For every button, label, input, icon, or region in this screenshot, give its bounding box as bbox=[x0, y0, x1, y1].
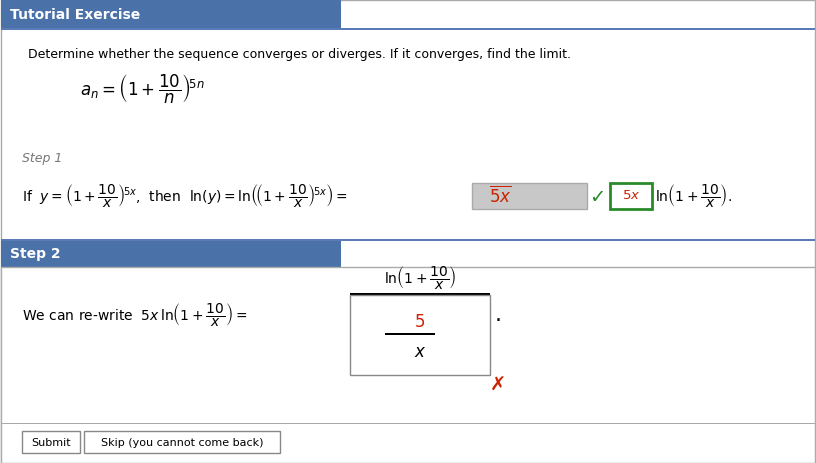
Bar bbox=[472, 184, 587, 210]
Text: We can re-write  $5x\,\ln\!\left(1 + \dfrac{10}{x}\right) = $: We can re-write $5x\,\ln\!\left(1 + \dfr… bbox=[22, 301, 247, 328]
Text: $x$: $x$ bbox=[414, 342, 426, 360]
Bar bbox=[350, 294, 490, 295]
Bar bbox=[1, 239, 341, 268]
Bar bbox=[350, 295, 490, 375]
Text: Determine whether the sequence converges or diverges. If it converges, find the : Determine whether the sequence converges… bbox=[28, 48, 571, 61]
Bar bbox=[1, 423, 815, 424]
Text: .: . bbox=[494, 304, 502, 324]
Text: Tutorial Exercise: Tutorial Exercise bbox=[10, 8, 140, 22]
Bar bbox=[84, 431, 280, 453]
Text: ✓: ✓ bbox=[589, 188, 605, 207]
Text: $\overline{5x}$: $\overline{5x}$ bbox=[489, 185, 512, 206]
Text: $a_n = \left(1 + \dfrac{10}{n}\right)^{\!5n}$: $a_n = \left(1 + \dfrac{10}{n}\right)^{\… bbox=[80, 72, 205, 105]
Text: $5x$: $5x$ bbox=[622, 189, 641, 202]
Text: Step 1: Step 1 bbox=[22, 152, 62, 165]
Text: $\ln\!\left(1 + \dfrac{10}{x}\right).$: $\ln\!\left(1 + \dfrac{10}{x}\right).$ bbox=[655, 182, 732, 209]
Text: Submit: Submit bbox=[31, 437, 71, 447]
Bar bbox=[1, 268, 815, 463]
Text: Step 2: Step 2 bbox=[10, 246, 60, 260]
Text: Skip (you cannot come back): Skip (you cannot come back) bbox=[100, 437, 264, 447]
Text: ✗: ✗ bbox=[490, 375, 506, 394]
Text: If  $y = \left(1 + \dfrac{10}{x}\right)^{\!5x}$,  then  $\ln(y) = \ln\!\left(\!\: If $y = \left(1 + \dfrac{10}{x}\right)^{… bbox=[22, 182, 348, 209]
Bar bbox=[22, 431, 80, 453]
Bar bbox=[1, 239, 815, 241]
Text: $5$: $5$ bbox=[415, 313, 425, 330]
Bar bbox=[610, 184, 652, 210]
Bar bbox=[1, 29, 815, 31]
Bar bbox=[1, 1, 341, 29]
Text: $\ln\!\left(1 + \dfrac{10}{x}\right)$: $\ln\!\left(1 + \dfrac{10}{x}\right)$ bbox=[384, 264, 456, 291]
Bar bbox=[385, 333, 435, 335]
